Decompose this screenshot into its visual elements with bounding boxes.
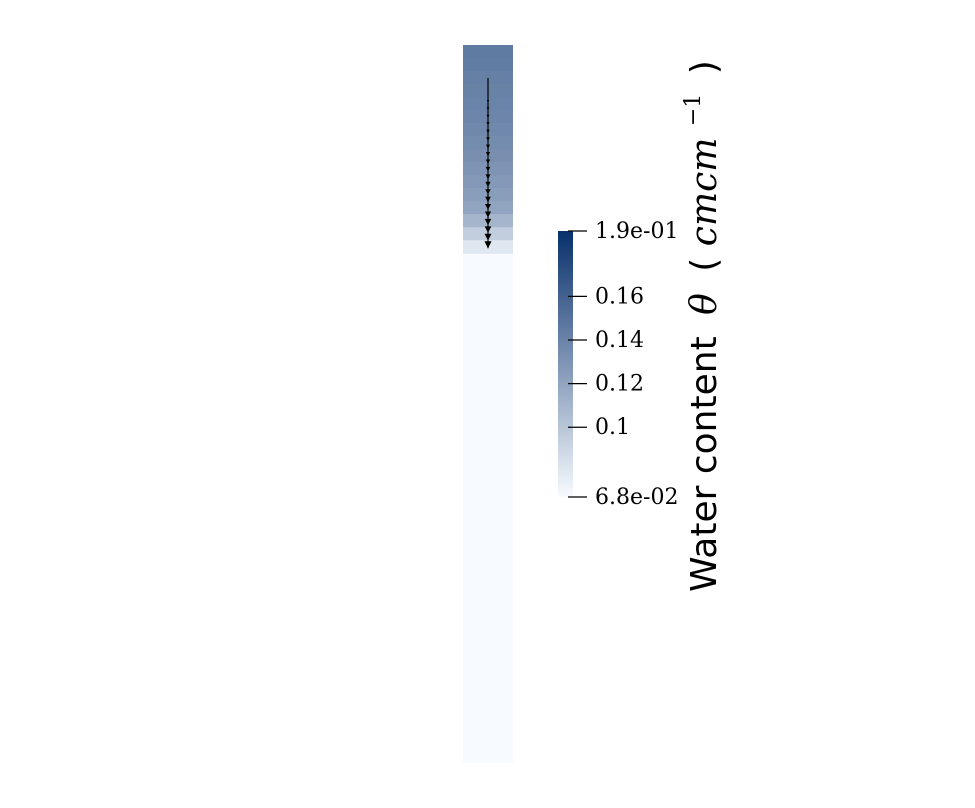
flux-arrows: [484, 78, 492, 249]
colorbar-title-unit-exponent: −1: [681, 94, 706, 126]
flux-arrow-head: [486, 107, 490, 111]
colorbar-title-open-paren: (: [684, 258, 725, 272]
colorbar-gradient: [558, 231, 573, 497]
colorbar-tick-label: 6.8e-02: [595, 485, 678, 510]
flux-arrow-head: [485, 166, 491, 172]
flux-arrow-head: [485, 152, 491, 157]
flux-arrow-head: [486, 100, 490, 103]
colorbar-tick-label: 0.12: [595, 372, 644, 397]
flux-arrow-head: [485, 204, 491, 211]
flux-arrow-head: [484, 218, 492, 226]
colorbar-title-close-paren: ): [684, 60, 725, 74]
flux-arrow-head: [485, 196, 491, 203]
colorbar-tick-label: 0.14: [595, 328, 644, 353]
soil-layer: [463, 71, 513, 85]
soil-layer: [463, 45, 513, 59]
colorbar-tick-label: 0.1: [595, 415, 630, 440]
colorbar: 1.9e-01 0.16 0.14 0.12 0.1 6.8e-02: [558, 219, 678, 510]
flux-arrow-head: [485, 174, 491, 180]
flux-arrow-head: [486, 144, 490, 149]
colorbar-title-text: Water content: [684, 336, 725, 592]
flux-arrow-head: [484, 233, 492, 241]
soil-column-wet-layers: [463, 45, 513, 254]
flux-arrow-head: [486, 137, 490, 142]
flux-arrow-head: [485, 189, 491, 195]
soil-layer: [463, 58, 513, 72]
flux-arrow-head: [486, 129, 490, 134]
flux-arrow-head: [485, 159, 491, 165]
flux-arrow-head: [486, 114, 490, 119]
colorbar-title: Water content θ ( cmcm −1 ): [668, 60, 725, 592]
flux-arrow-head: [484, 241, 492, 249]
flux-arrow-head: [484, 226, 492, 233]
colorbar-title-symbol: θ: [684, 293, 725, 315]
colorbar-title-unit: cmcm: [684, 138, 725, 247]
flux-arrow-head: [486, 122, 490, 126]
flux-arrow-head: [485, 181, 491, 188]
flux-arrow-head: [484, 211, 492, 218]
colorbar-tick-label: 0.16: [595, 284, 644, 309]
soil-column: [463, 45, 513, 763]
colorbar-tick-label: 1.9e-01: [595, 219, 678, 244]
colorbar-ticks: 1.9e-01 0.16 0.14 0.12 0.1 6.8e-02: [568, 219, 678, 510]
